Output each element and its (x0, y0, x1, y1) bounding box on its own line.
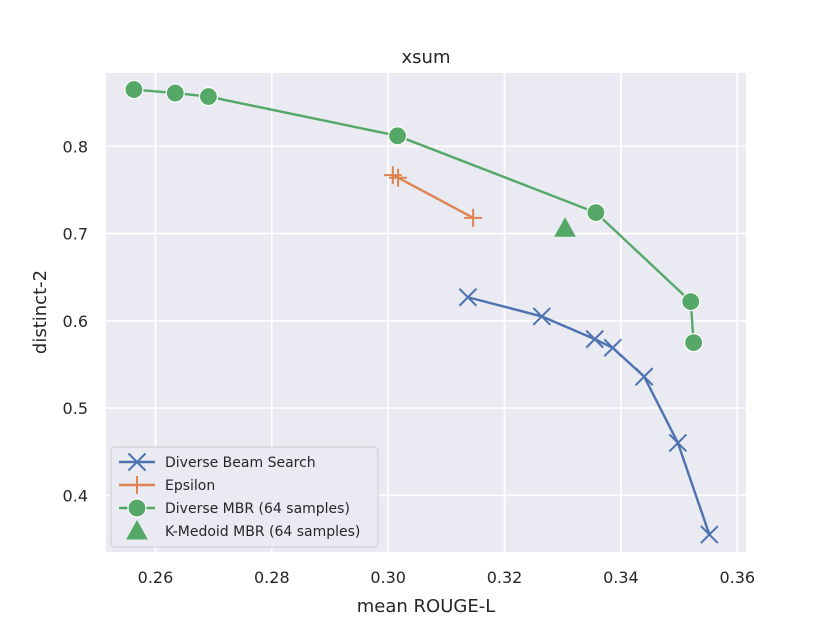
chart-title: xsum (402, 47, 451, 68)
y-axis-label: distinct-2 (30, 270, 51, 354)
diverse-mbr-64-samples-point (387, 126, 408, 146)
y-tick-label: 0.5 (63, 399, 88, 418)
legend-swatch-diverse-mbr-64-samples (127, 498, 147, 518)
x-tick-label: 0.26 (138, 568, 174, 587)
x-tick-label: 0.28 (254, 568, 290, 587)
diverse-mbr-64-samples-point (684, 333, 704, 353)
y-tick-label: 0.7 (63, 225, 88, 244)
diverse-beam-search-point (532, 307, 551, 326)
legend-swatch-epsilon (128, 476, 146, 494)
x-tick-label: 0.34 (603, 568, 639, 587)
diverse-beam-search-point (634, 367, 654, 386)
k-medoid-mbr-64-samples-point (554, 217, 576, 237)
diverse-beam-search-point (458, 288, 478, 307)
x-tick-label: 0.32 (487, 568, 523, 587)
epsilon-point (389, 168, 408, 187)
legend-box (110, 446, 379, 548)
x-tick-label: 0.30 (370, 568, 406, 587)
legend-label: K-Medoid MBR (64 samples) (165, 524, 360, 540)
diverse-beam-search-point (700, 525, 719, 544)
x-axis-label: mean ROUGE-L (357, 596, 495, 617)
diverse-mbr-64-samples-point (198, 86, 218, 107)
diverse-beam-search-point (585, 329, 604, 349)
y-tick-labels: 0.4 0.5 0.6 0.7 0.8 (63, 137, 88, 505)
x-tick-labels: 0.26 0.28 0.30 0.32 0.34 0.36 (138, 568, 755, 587)
diverse-beam-search-point (668, 433, 688, 453)
legend-label: Diverse Beam Search (165, 455, 316, 471)
legend-swatch-k-medoid-mbr-64-samples (126, 519, 148, 540)
legend-label: Diverse MBR (64 samples) (165, 501, 350, 517)
diverse-mbr-64-samples-point (165, 83, 185, 103)
y-tick-label: 0.4 (63, 486, 88, 505)
diverse-beam-search-point (603, 338, 622, 358)
legend-swatch-diverse-beam-search (127, 452, 147, 472)
y-tick-label: 0.6 (63, 312, 88, 331)
diverse-mbr-64-samples-point (681, 291, 701, 312)
legend-label: Epsilon (165, 478, 215, 494)
epsilon-point (464, 208, 483, 227)
y-tick-label: 0.8 (63, 137, 88, 156)
diverse-mbr-64-samples-point (586, 202, 606, 223)
series-markers (124, 79, 719, 544)
legend: Diverse Beam Search Epsilon Diverse MBR (6… (110, 446, 379, 548)
x-tick-label: 0.36 (719, 568, 755, 587)
diverse-mbr-64-samples-point (124, 79, 144, 100)
